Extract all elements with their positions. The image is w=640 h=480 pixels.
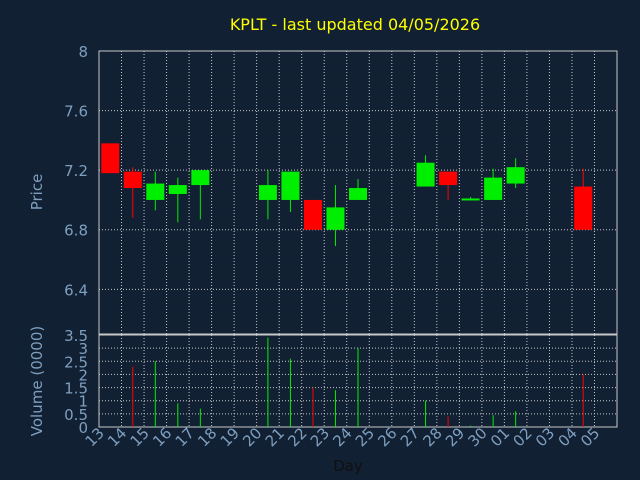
candle	[123, 167, 142, 218]
volume-tick-label: 3	[78, 340, 88, 358]
candle-body	[258, 185, 277, 200]
candle-body	[281, 171, 300, 200]
chart-title: KPLT - last updated 04/05/2026	[230, 15, 480, 34]
candle-body	[191, 170, 210, 186]
price-panel: 8 7.6 7.2 6.8 6.4	[64, 43, 618, 335]
price-tick-label: 7.6	[64, 103, 88, 121]
volume-tick-label: 1.5	[64, 380, 88, 398]
volume-panel: 3.532.521.510.50	[64, 327, 618, 437]
candle-body	[101, 143, 120, 174]
volume-tick-label: 3.5	[64, 327, 88, 345]
candle-body	[348, 188, 368, 200]
candle	[168, 177, 187, 223]
candle-body	[461, 198, 480, 201]
candle-body	[439, 171, 458, 186]
price-plot-border	[98, 50, 618, 335]
candle	[101, 143, 120, 174]
candle	[574, 168, 593, 230]
volume-tick-label: 0	[78, 419, 88, 437]
price-tick-label: 7.2	[64, 162, 88, 180]
candle	[146, 171, 165, 211]
candle	[439, 171, 458, 200]
candle-body	[168, 185, 187, 194]
candle	[461, 196, 480, 201]
x-axis-label: Day	[333, 457, 363, 475]
candle-body	[506, 167, 525, 184]
price-axis-label: Price	[28, 174, 46, 211]
candle-body	[484, 177, 503, 200]
candle	[416, 155, 435, 187]
volume-tick-label: 2.5	[64, 353, 88, 371]
candle-body	[146, 183, 165, 200]
volume-axis-label: Volume (0000)	[28, 326, 46, 436]
candle-body	[416, 162, 435, 187]
candle	[348, 179, 368, 200]
candle	[506, 158, 525, 189]
candle	[191, 170, 210, 220]
x-tick-label: 05	[577, 424, 603, 450]
candle-body	[123, 171, 142, 189]
candle	[326, 185, 345, 247]
candle-body	[303, 199, 322, 230]
volume-tick-label: 0.5	[64, 406, 88, 424]
price-tick-label: 6.8	[64, 222, 88, 240]
price-tick-label: 8	[78, 43, 88, 61]
candle-body	[574, 186, 593, 230]
volume-tick-label: 1	[78, 393, 88, 411]
volume-tick-label: 2	[78, 366, 88, 384]
candle	[484, 168, 503, 200]
candle	[281, 171, 300, 212]
candle	[303, 199, 322, 230]
price-tick-label: 6.4	[64, 281, 88, 299]
candle	[258, 170, 277, 220]
candle-body	[326, 207, 345, 230]
